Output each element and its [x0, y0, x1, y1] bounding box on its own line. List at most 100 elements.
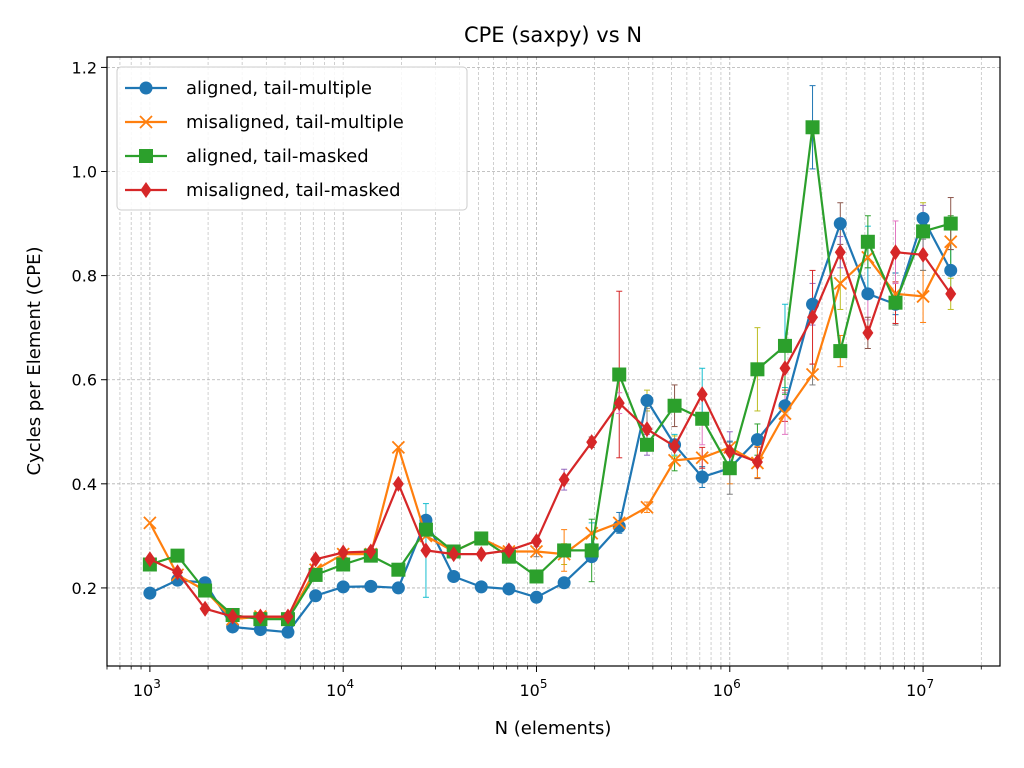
legend-marker	[139, 149, 153, 163]
legend-marker	[139, 81, 153, 95]
data-point	[917, 246, 929, 263]
x-tick-label: 105	[519, 677, 547, 700]
data-point	[916, 289, 930, 304]
legend-label: aligned, tail-masked	[186, 146, 369, 167]
data-point	[695, 470, 709, 484]
y-tick-label: 1.2	[72, 58, 97, 77]
data-point	[805, 120, 820, 135]
x-marker-stroke	[778, 406, 792, 421]
data-point	[641, 421, 653, 438]
data-point	[943, 216, 958, 231]
data-point	[779, 360, 791, 377]
data-point	[888, 295, 903, 310]
legend-entry: aligned, tail-masked	[125, 146, 369, 167]
data-point	[226, 620, 240, 634]
data-point	[695, 451, 709, 465]
x-marker-stroke	[612, 516, 626, 530]
data-point	[172, 564, 184, 581]
data-point	[584, 543, 599, 558]
data-point	[557, 576, 571, 590]
data-point	[724, 443, 736, 460]
data-point	[144, 551, 156, 568]
x-tick-label: 106	[713, 677, 741, 700]
legend-entry: aligned, tail-multiple	[125, 78, 372, 99]
data-point	[890, 244, 902, 261]
data-point	[778, 406, 792, 421]
data-point	[640, 500, 654, 514]
y-tick-label: 0.2	[72, 579, 97, 598]
data-point	[199, 600, 211, 617]
data-point	[612, 516, 626, 530]
data-point	[392, 475, 404, 492]
x-marker-stroke	[805, 367, 820, 382]
data-point	[612, 367, 627, 382]
legend-marker	[140, 182, 152, 198]
x-marker-stroke	[916, 289, 930, 304]
data-point	[282, 608, 294, 625]
x-tick-label: 104	[326, 677, 354, 700]
legend-label: misaligned, tail-multiple	[186, 112, 404, 133]
x-marker-stroke	[667, 453, 682, 468]
data-point	[639, 437, 654, 452]
data-point	[640, 394, 654, 408]
data-point	[502, 582, 516, 596]
x-marker-stroke	[143, 516, 157, 530]
data-point	[143, 586, 157, 600]
data-point	[696, 386, 708, 403]
data-point	[861, 287, 875, 301]
data-point	[420, 542, 432, 559]
data-point	[834, 244, 846, 261]
series-3	[144, 244, 957, 625]
legend-marker	[139, 115, 153, 129]
data-point	[336, 580, 350, 594]
data-point	[391, 562, 406, 577]
data-point	[916, 211, 930, 225]
data-point	[309, 589, 323, 603]
data-point	[722, 461, 737, 476]
data-point	[751, 453, 763, 470]
data-point	[669, 438, 681, 455]
y-tick-label: 0.8	[72, 267, 97, 286]
x-marker-stroke	[695, 451, 709, 465]
data-point	[447, 569, 461, 583]
data-point	[807, 309, 819, 326]
x-axis-label: N (elements)	[495, 718, 612, 739]
y-tick-label: 0.6	[72, 371, 97, 390]
data-point	[860, 234, 875, 249]
data-point	[391, 581, 405, 595]
data-point	[198, 583, 213, 598]
data-point	[254, 608, 266, 625]
x-marker-stroke	[944, 235, 958, 249]
y-tick-label: 1.0	[72, 163, 97, 182]
data-point	[833, 344, 848, 359]
data-point	[613, 395, 625, 412]
legend-entry: misaligned, tail-masked	[125, 180, 401, 201]
legend-entry: misaligned, tail-multiple	[125, 112, 404, 133]
data-point	[253, 623, 267, 637]
data-point	[667, 398, 682, 413]
data-point	[586, 434, 598, 451]
legend: aligned, tail-multiple misaligned, tail-m…	[116, 66, 468, 211]
data-point	[695, 411, 710, 426]
data-point	[916, 224, 931, 239]
x-marker-stroke	[529, 544, 544, 559]
data-point	[281, 625, 295, 639]
data-point	[503, 542, 515, 559]
data-point	[448, 546, 460, 563]
legend-label: aligned, tail-multiple	[186, 78, 372, 99]
data-point	[750, 433, 764, 447]
data-point	[337, 544, 349, 561]
data-point	[944, 263, 958, 277]
x-tick-label: 103	[133, 677, 161, 700]
data-point	[777, 338, 792, 353]
data-point	[944, 235, 958, 249]
x-marker-stroke	[391, 440, 406, 455]
data-point	[336, 557, 351, 572]
data-point	[529, 569, 544, 584]
y-axis-label: Cycles per Element (CPE)	[24, 247, 45, 476]
data-point	[391, 440, 406, 455]
data-point	[474, 580, 488, 594]
series-layer	[142, 120, 958, 639]
data-point	[558, 471, 570, 488]
data-point	[365, 543, 377, 560]
